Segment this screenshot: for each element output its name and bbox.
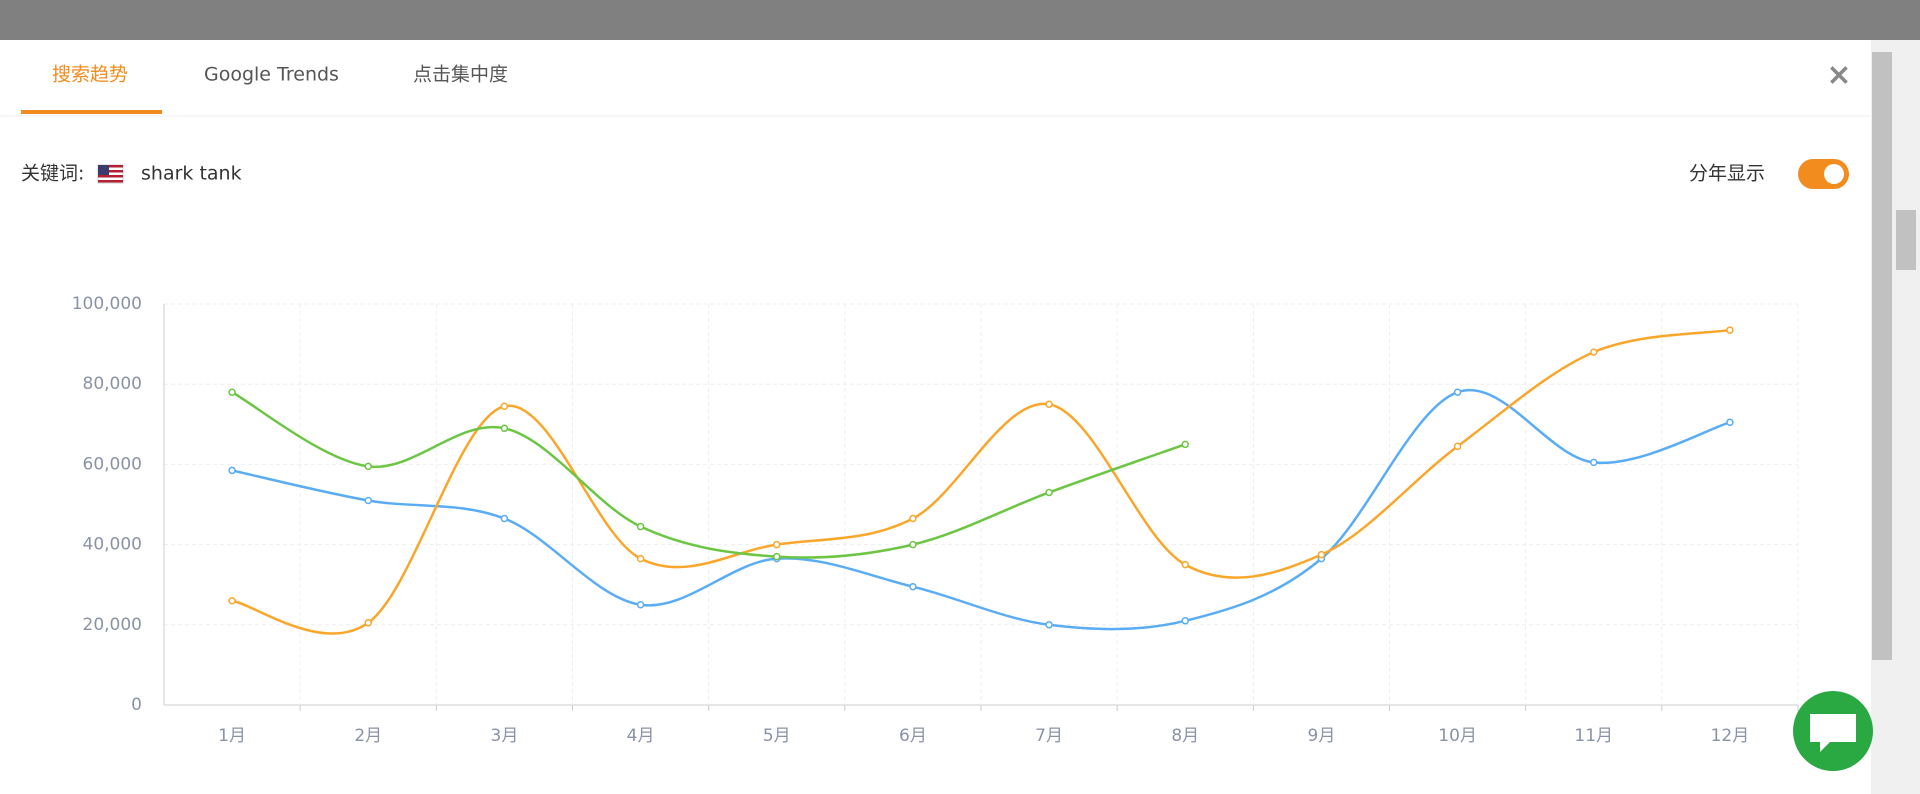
x-tick-label: 4月 xyxy=(627,726,655,746)
data-point xyxy=(364,619,372,627)
data-point xyxy=(228,388,236,396)
data-point xyxy=(909,514,917,523)
data-point xyxy=(1181,560,1189,569)
y-tick-label: 40,000 xyxy=(83,535,142,555)
x-tick-label: 10月 xyxy=(1438,726,1477,746)
data-point xyxy=(364,462,372,471)
data-point xyxy=(1045,621,1053,629)
us-flag xyxy=(97,164,124,184)
data-point xyxy=(1181,617,1189,625)
keyword-label: 关键词: xyxy=(21,163,84,185)
data-point xyxy=(773,540,781,549)
chat-button[interactable] xyxy=(1793,691,1873,771)
y-tick-label: 20,000 xyxy=(83,615,142,635)
backdrop-header xyxy=(0,0,1920,40)
x-tick-label: 5月 xyxy=(763,726,791,746)
x-tick-label: 9月 xyxy=(1308,726,1336,746)
data-point xyxy=(1181,440,1189,449)
toggle-knob xyxy=(1824,164,1844,184)
tab-active[interactable]: 搜索趋势 xyxy=(52,64,128,86)
data-point xyxy=(1453,442,1462,451)
close-button[interactable]: × xyxy=(1826,58,1851,93)
data-point xyxy=(500,424,509,433)
y-tick-label: 100,000 xyxy=(72,294,142,314)
x-tick-label: 3月 xyxy=(491,726,519,746)
y-tick-label: 60,000 xyxy=(83,454,142,474)
data-point xyxy=(636,522,645,531)
x-tick-label: 1月 xyxy=(218,726,246,746)
data-point xyxy=(1590,348,1598,356)
x-tick-label: 2月 xyxy=(354,726,382,746)
data-point xyxy=(1453,388,1462,396)
data-point xyxy=(1590,458,1598,467)
data-point xyxy=(909,582,917,591)
modal xyxy=(0,40,1871,794)
scrollbar-thumb[interactable] xyxy=(1872,52,1892,660)
x-tick-label: 12月 xyxy=(1711,726,1750,746)
data-point xyxy=(500,402,509,411)
plot: 0 20,000 40,000 60,000 80,000 100,000 1月 2月 3月 4月… xyxy=(72,294,1799,746)
data-point xyxy=(773,552,781,561)
x-tick-label: 7月 xyxy=(1035,726,1063,746)
series-line xyxy=(231,391,1186,559)
data-point xyxy=(364,496,372,505)
tab[interactable]: 点击集中度 xyxy=(413,64,508,86)
data-point xyxy=(228,466,236,475)
x-tick-label: 8月 xyxy=(1171,726,1199,746)
data-point xyxy=(1317,550,1326,559)
x-tick-label: 11月 xyxy=(1574,726,1613,746)
data-point xyxy=(1726,326,1734,334)
data-point xyxy=(636,601,645,609)
y-tick-label: 80,000 xyxy=(83,374,142,394)
x-tick-label: 6月 xyxy=(899,726,927,746)
data-point xyxy=(500,514,509,523)
keyword: shark tank xyxy=(141,163,242,185)
data-point xyxy=(636,554,645,563)
toggle-label: 分年显示 xyxy=(1689,163,1765,185)
tab[interactable]: Google Trends xyxy=(204,64,339,86)
scrollbar-thumb-outer[interactable] xyxy=(1896,210,1916,270)
data-point xyxy=(1045,488,1053,497)
data-point xyxy=(228,596,236,605)
tab-underline xyxy=(21,110,162,114)
data-point xyxy=(1726,418,1734,427)
data-point xyxy=(909,540,917,549)
data-point xyxy=(1045,400,1053,408)
y-tick-label: 0 xyxy=(131,695,142,715)
